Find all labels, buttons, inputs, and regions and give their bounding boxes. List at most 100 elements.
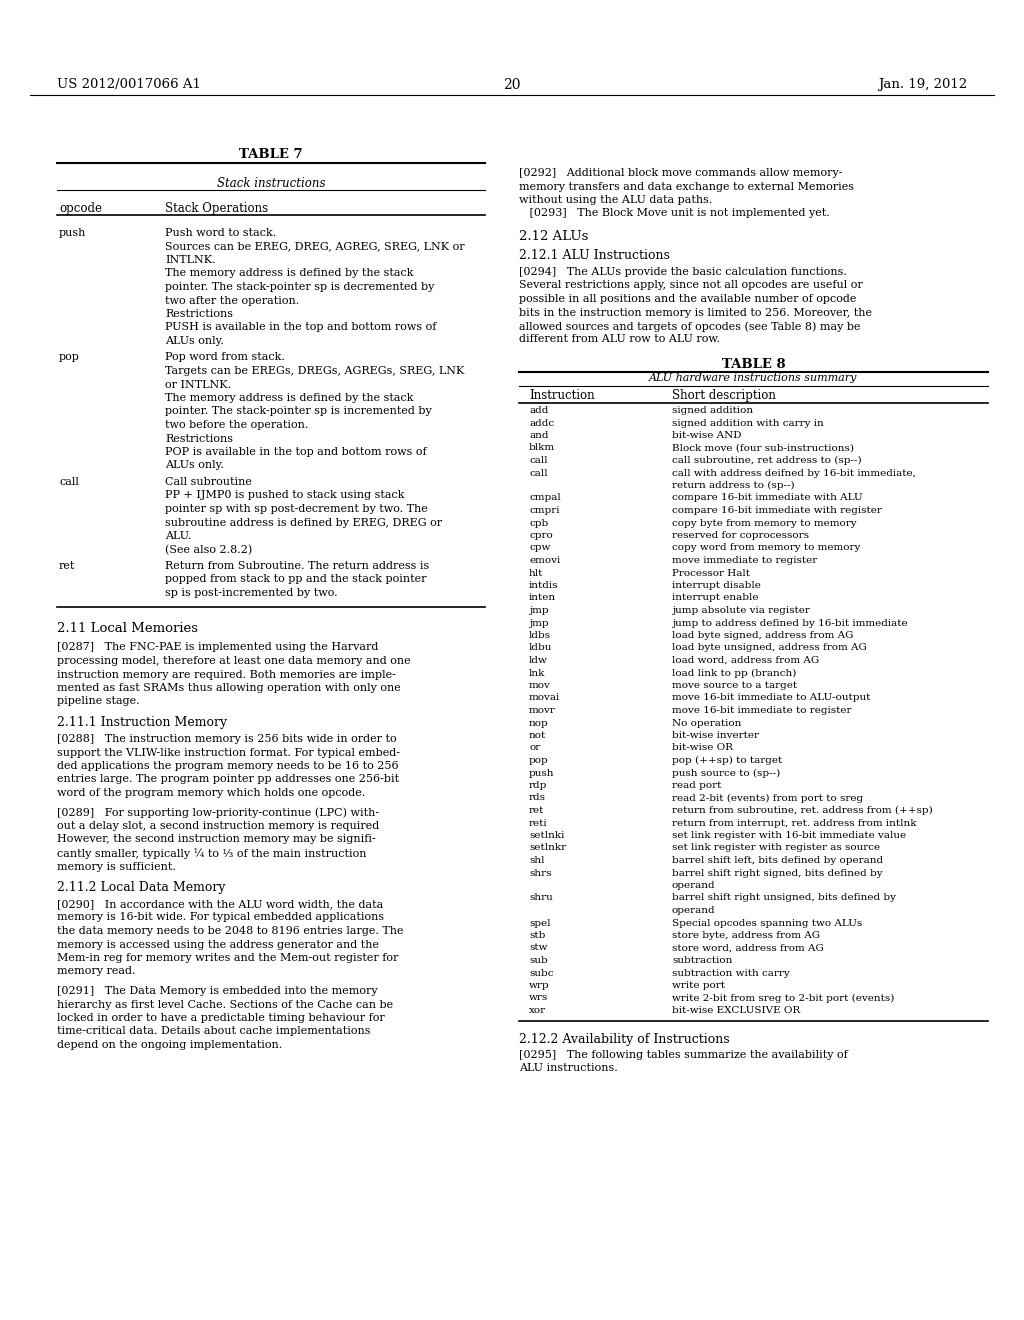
Text: mov: mov: [529, 681, 551, 690]
Text: barrel shift left, bits defined by operand: barrel shift left, bits defined by opera…: [672, 855, 883, 865]
Text: shrs: shrs: [529, 869, 552, 878]
Text: move 16-bit immediate to register: move 16-bit immediate to register: [672, 706, 852, 715]
Text: time-critical data. Details about cache implementations: time-critical data. Details about cache …: [57, 1027, 371, 1036]
Text: Stack instructions: Stack instructions: [217, 177, 326, 190]
Text: copy word from memory to memory: copy word from memory to memory: [672, 544, 860, 553]
Text: memory is sufficient.: memory is sufficient.: [57, 862, 176, 871]
Text: ldbs: ldbs: [529, 631, 551, 640]
Text: read port: read port: [672, 781, 721, 789]
Text: hierarchy as first level Cache. Sections of the Cache can be: hierarchy as first level Cache. Sections…: [57, 999, 393, 1010]
Text: cpro: cpro: [529, 531, 553, 540]
Text: sub: sub: [529, 956, 548, 965]
Text: jmp: jmp: [529, 606, 549, 615]
Text: opcode: opcode: [59, 202, 102, 215]
Text: push: push: [529, 768, 555, 777]
Text: reti: reti: [529, 818, 548, 828]
Text: 2.12.1 ALU Instructions: 2.12.1 ALU Instructions: [519, 249, 670, 261]
Text: Several restrictions apply, since not all opcodes are useful or: Several restrictions apply, since not al…: [519, 281, 863, 290]
Text: ret: ret: [59, 561, 76, 572]
Text: depend on the ongoing implementation.: depend on the ongoing implementation.: [57, 1040, 283, 1049]
Text: write port: write port: [672, 981, 725, 990]
Text: Stack Operations: Stack Operations: [165, 202, 268, 215]
Text: cpw: cpw: [529, 544, 550, 553]
Text: load link to pp (branch): load link to pp (branch): [672, 668, 797, 677]
Text: setlnki: setlnki: [529, 832, 564, 840]
Text: add: add: [529, 407, 549, 414]
Text: read 2-bit (events) from port to sreg: read 2-bit (events) from port to sreg: [672, 793, 863, 803]
Text: pointer sp with sp post-decrement by two. The: pointer sp with sp post-decrement by two…: [165, 504, 428, 513]
Text: 2.11.1 Instruction Memory: 2.11.1 Instruction Memory: [57, 715, 227, 729]
Text: stb: stb: [529, 931, 546, 940]
Text: return from subroutine, ret. address from (++sp): return from subroutine, ret. address fro…: [672, 807, 933, 816]
Text: Jan. 19, 2012: Jan. 19, 2012: [878, 78, 967, 91]
Text: compare 16-bit immediate with register: compare 16-bit immediate with register: [672, 506, 882, 515]
Text: two after the operation.: two after the operation.: [165, 296, 299, 305]
Text: spel: spel: [529, 919, 551, 928]
Text: 2.12.2 Availability of Instructions: 2.12.2 Availability of Instructions: [519, 1032, 730, 1045]
Text: bits in the instruction memory is limited to 256. Moreover, the: bits in the instruction memory is limite…: [519, 308, 872, 318]
Text: Restrictions: Restrictions: [165, 309, 233, 319]
Text: rdp: rdp: [529, 781, 548, 789]
Text: Pop word from stack.: Pop word from stack.: [165, 352, 285, 363]
Text: return from interrupt, ret. address from intlnk: return from interrupt, ret. address from…: [672, 818, 916, 828]
Text: ret: ret: [529, 807, 545, 814]
Text: (See also 2.8.2): (See also 2.8.2): [165, 544, 252, 554]
Text: barrel shift right unsigned, bits defined by: barrel shift right unsigned, bits define…: [672, 894, 896, 903]
Text: cpb: cpb: [529, 519, 548, 528]
Text: jump absolute via register: jump absolute via register: [672, 606, 810, 615]
Text: memory is accessed using the address generator and the: memory is accessed using the address gen…: [57, 940, 379, 949]
Text: nop: nop: [529, 718, 549, 727]
Text: set link register with register as source: set link register with register as sourc…: [672, 843, 880, 853]
Text: pipeline stage.: pipeline stage.: [57, 697, 139, 706]
Text: shru: shru: [529, 894, 553, 903]
Text: subc: subc: [529, 969, 554, 978]
Text: wrp: wrp: [529, 981, 550, 990]
Text: INTLNK.: INTLNK.: [165, 255, 216, 265]
Text: locked in order to have a predictable timing behaviour for: locked in order to have a predictable ti…: [57, 1012, 385, 1023]
Text: memory read.: memory read.: [57, 966, 135, 977]
Text: 2.11 Local Memories: 2.11 Local Memories: [57, 623, 198, 635]
Text: bit-wise AND: bit-wise AND: [672, 432, 741, 440]
Text: Mem-in reg for memory writes and the Mem-out register for: Mem-in reg for memory writes and the Mem…: [57, 953, 398, 964]
Text: Short description: Short description: [672, 389, 776, 403]
Text: The memory address is defined by the stack: The memory address is defined by the sta…: [165, 268, 414, 279]
Text: setlnkr: setlnkr: [529, 843, 566, 853]
Text: barrel shift right signed, bits defined by: barrel shift right signed, bits defined …: [672, 869, 883, 878]
Text: inten: inten: [529, 594, 556, 602]
Text: [0288]   The instruction memory is 256 bits wide in order to: [0288] The instruction memory is 256 bit…: [57, 734, 396, 744]
Text: store byte, address from AG: store byte, address from AG: [672, 931, 820, 940]
Text: cantly smaller, typically ¼ to ⅓ of the main instruction: cantly smaller, typically ¼ to ⅓ of the …: [57, 847, 367, 859]
Text: Special opcodes spanning two ALUs: Special opcodes spanning two ALUs: [672, 919, 862, 928]
Text: [0291]   The Data Memory is embedded into the memory: [0291] The Data Memory is embedded into …: [57, 986, 378, 997]
Text: intdis: intdis: [529, 581, 558, 590]
Text: rds: rds: [529, 793, 546, 803]
Text: sp is post-incremented by two.: sp is post-incremented by two.: [165, 587, 338, 598]
Text: interrupt enable: interrupt enable: [672, 594, 759, 602]
Text: load word, address from AG: load word, address from AG: [672, 656, 819, 665]
Text: signed addition: signed addition: [672, 407, 753, 414]
Text: 20: 20: [503, 78, 521, 92]
Text: No operation: No operation: [672, 718, 741, 727]
Text: addc: addc: [529, 418, 554, 428]
Text: jmp: jmp: [529, 619, 549, 627]
Text: [0294]   The ALUs provide the basic calculation functions.: [0294] The ALUs provide the basic calcul…: [519, 267, 847, 277]
Text: subtraction with carry: subtraction with carry: [672, 969, 790, 978]
Text: subroutine address is defined by EREG, DREG or: subroutine address is defined by EREG, D…: [165, 517, 442, 528]
Text: call: call: [529, 455, 548, 465]
Text: bit-wise OR: bit-wise OR: [672, 743, 733, 752]
Text: Call subroutine: Call subroutine: [165, 477, 252, 487]
Text: ALU hardware instructions summary: ALU hardware instructions summary: [649, 374, 858, 383]
Text: Block move (four sub-instructions): Block move (four sub-instructions): [672, 444, 854, 453]
Text: jump to address defined by 16-bit immediate: jump to address defined by 16-bit immedi…: [672, 619, 907, 627]
Text: or INTLNK.: or INTLNK.: [165, 380, 231, 389]
Text: or: or: [529, 743, 541, 752]
Text: shl: shl: [529, 855, 545, 865]
Text: PP + IJMP0 is pushed to stack using stack: PP + IJMP0 is pushed to stack using stac…: [165, 491, 404, 500]
Text: push: push: [59, 228, 86, 238]
Text: memory transfers and data exchange to external Memories: memory transfers and data exchange to ex…: [519, 181, 854, 191]
Text: support the VLIW-like instruction format. For typical embed-: support the VLIW-like instruction format…: [57, 747, 400, 758]
Text: word of the program memory which holds one opcode.: word of the program memory which holds o…: [57, 788, 366, 799]
Text: lnk: lnk: [529, 668, 546, 677]
Text: push source to (sp--): push source to (sp--): [672, 768, 780, 777]
Text: processing model, therefore at least one data memory and one: processing model, therefore at least one…: [57, 656, 411, 667]
